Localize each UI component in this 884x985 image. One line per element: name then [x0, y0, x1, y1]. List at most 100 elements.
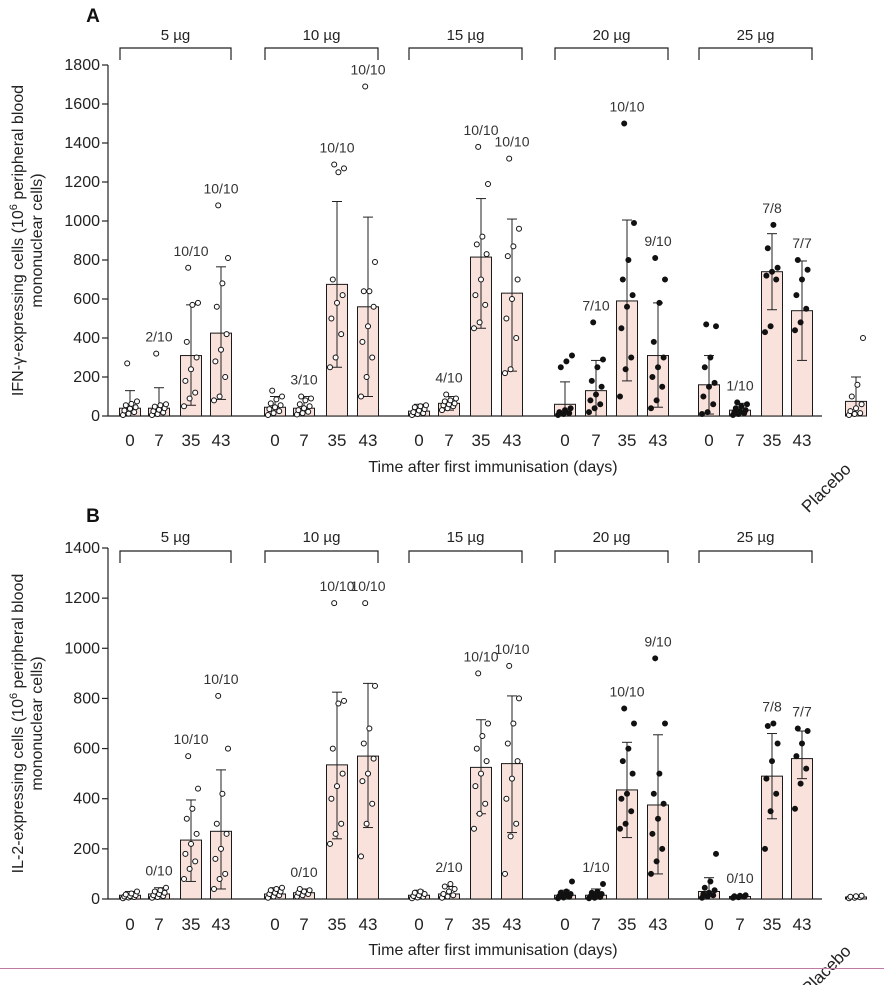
data-point	[369, 800, 376, 807]
data-point	[653, 397, 660, 404]
data-point	[557, 889, 564, 896]
data-point	[193, 830, 200, 837]
data-point	[621, 120, 628, 127]
data-point	[711, 379, 718, 386]
data-point	[767, 323, 774, 330]
data-point	[742, 407, 749, 414]
data-point	[700, 393, 707, 400]
data-point	[569, 878, 575, 885]
data-point	[222, 374, 229, 380]
data-point	[656, 770, 663, 777]
data-point	[211, 885, 217, 892]
data-point	[215, 202, 222, 209]
data-point	[506, 662, 513, 669]
x-tick-label: 43	[793, 431, 812, 450]
data-point	[451, 885, 458, 892]
data-point	[331, 600, 338, 607]
x-tick-label: 7	[154, 915, 163, 934]
responder-annotation: 10/10	[494, 134, 529, 150]
dose-label: 20 µg	[593, 529, 631, 546]
data-point	[183, 338, 190, 345]
data-point	[222, 870, 229, 877]
bottom-rule	[0, 968, 884, 969]
dose-bracket	[408, 47, 523, 60]
data-point	[332, 830, 339, 837]
data-point	[794, 257, 801, 263]
data-point	[742, 892, 749, 899]
data-point	[134, 398, 140, 405]
data-point	[131, 409, 138, 416]
data-point	[163, 401, 169, 408]
y-tick-label: 400	[73, 330, 100, 347]
data-point	[773, 276, 780, 283]
data-point	[219, 280, 226, 287]
dose-bracket	[264, 550, 379, 563]
data-point	[216, 875, 223, 882]
data-point	[769, 268, 775, 275]
data-point	[659, 383, 666, 390]
data-point	[711, 887, 718, 894]
data-point	[163, 884, 169, 891]
data-point	[763, 272, 770, 279]
data-point	[443, 391, 450, 398]
data-point	[660, 800, 667, 807]
data-point	[212, 358, 219, 365]
x-tick-label: 43	[503, 431, 522, 450]
y-tick-label: 400	[73, 791, 100, 808]
data-point	[182, 850, 189, 857]
data-point	[296, 885, 303, 892]
dose-label: 15 µg	[447, 529, 485, 546]
data-point	[804, 728, 811, 735]
responder-annotation: 0/10	[726, 870, 753, 886]
data-point	[225, 745, 231, 752]
data-point	[472, 292, 479, 299]
data-point	[503, 795, 510, 802]
x-tick-label: 0	[270, 915, 279, 934]
data-point	[181, 875, 187, 882]
data-point	[186, 395, 193, 402]
x-tick-label: 43	[503, 915, 522, 934]
data-point	[276, 408, 283, 415]
data-point	[211, 397, 217, 404]
data-point	[370, 303, 377, 310]
data-point	[763, 775, 770, 782]
data-point	[439, 407, 445, 414]
data-point	[153, 350, 160, 357]
data-point	[360, 740, 367, 747]
data-point	[478, 770, 484, 777]
data-point	[797, 780, 804, 787]
data-point	[660, 354, 667, 361]
data-point	[359, 778, 366, 785]
data-point	[597, 401, 604, 408]
data-point	[803, 765, 810, 772]
data-point	[618, 795, 625, 802]
data-point	[122, 891, 129, 898]
x-tick-label: 43	[359, 915, 378, 934]
data-point	[622, 820, 629, 827]
data-point	[562, 407, 568, 414]
data-point	[358, 393, 364, 400]
y-axis-label-line1: IFN-γ-expressing cells (106 peripheral b…	[8, 85, 27, 396]
data-point	[648, 405, 654, 412]
data-point	[411, 889, 418, 896]
x-tick-label: 7	[444, 915, 453, 934]
data-point	[556, 409, 563, 416]
data-point	[598, 890, 605, 897]
panel-letter: A	[86, 6, 100, 27]
data-point	[619, 276, 626, 283]
data-point	[306, 403, 313, 410]
data-point	[510, 720, 517, 727]
data-point	[563, 888, 570, 895]
data-point	[628, 808, 635, 815]
data-point	[218, 346, 224, 353]
data-point	[328, 315, 335, 322]
y-tick-label: 600	[73, 291, 100, 308]
data-point	[195, 785, 201, 792]
data-point	[453, 395, 459, 402]
x-tick-label: 7	[154, 431, 163, 450]
data-point	[182, 377, 189, 384]
data-point	[631, 720, 637, 727]
data-point	[151, 888, 158, 895]
x-tick-label: 43	[793, 915, 812, 934]
data-point	[567, 405, 574, 412]
